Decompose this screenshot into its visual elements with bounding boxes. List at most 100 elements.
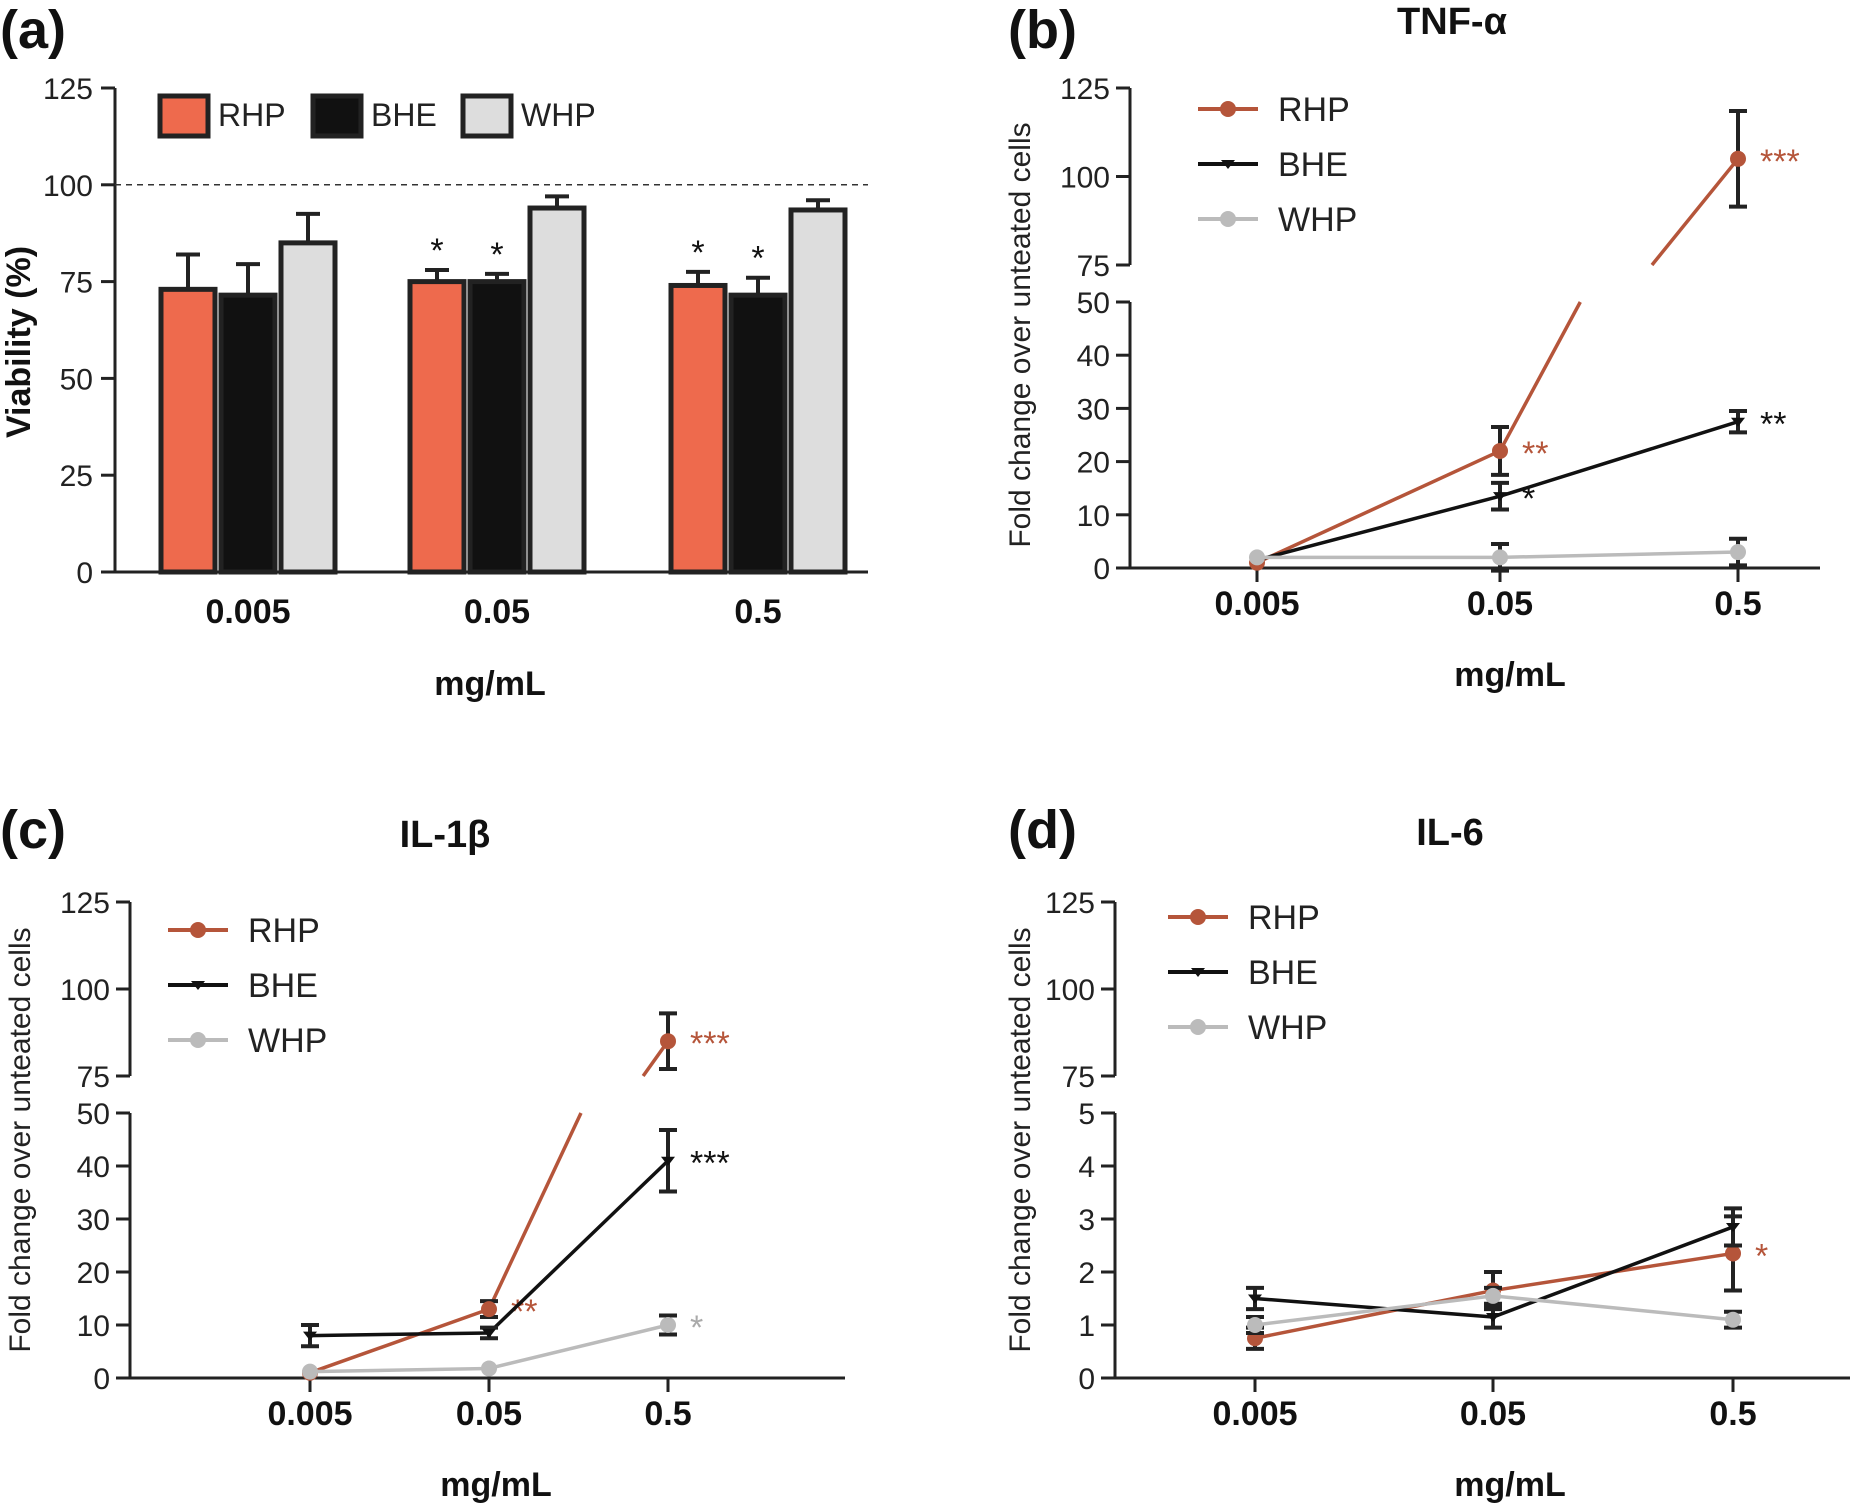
- significance-mark: *: [1522, 480, 1535, 518]
- panel-b: (b) TNF-α 0 10 20 30 40 50 75 100 125 0.005 0.05 0.5 m…: [1004, 0, 1820, 694]
- significance-mark: *: [690, 1309, 703, 1347]
- y-tick-label: 50: [1077, 287, 1110, 320]
- legend-label: RHP: [1248, 899, 1320, 937]
- series-line: [488, 1323, 669, 1371]
- y-tick-label: 30: [77, 1204, 110, 1237]
- x-tick-label: 0.5: [1714, 585, 1761, 623]
- bar: [467, 279, 527, 575]
- legend-marker: [1190, 909, 1206, 925]
- legend-label: BHE: [371, 97, 437, 133]
- y-tick-label: 2: [1078, 1257, 1095, 1290]
- y-tick-label: 75: [77, 1061, 110, 1094]
- x-axis-label: mg/mL: [1454, 656, 1565, 694]
- y-tick-label: 20: [1077, 447, 1110, 480]
- data-point: [1492, 442, 1508, 459]
- panel-label: (a): [0, 0, 66, 60]
- series-line: [309, 1366, 490, 1374]
- series-line: [1254, 1294, 1494, 1327]
- data-point: [1247, 1317, 1263, 1333]
- y-tick-label: 100: [1045, 974, 1095, 1007]
- legend-label: BHE: [1278, 146, 1348, 184]
- x-axis-label: mg/mL: [1454, 1466, 1565, 1504]
- legend-label: WHP: [521, 97, 596, 133]
- legend-label: BHE: [248, 967, 318, 1005]
- x-tick-label: 0.05: [1467, 585, 1533, 623]
- x-tick-label: 0.5: [1709, 1395, 1756, 1433]
- series-line: [309, 1307, 490, 1375]
- panel-label: (d): [1008, 800, 1077, 860]
- data-point: [1249, 549, 1265, 566]
- x-tick-label: 0.005: [205, 593, 290, 631]
- x-tick-label: 0.05: [464, 593, 530, 631]
- data-point: [1486, 1313, 1500, 1323]
- bar: [668, 282, 728, 575]
- significance-mark: *: [490, 236, 503, 274]
- series-line: [1499, 420, 1739, 498]
- legend-marker: [1220, 211, 1236, 227]
- data-point: [1730, 150, 1746, 167]
- series-line: [1498, 301, 1582, 452]
- data-point: [1725, 1245, 1741, 1262]
- y-tick-label: 0: [76, 557, 93, 590]
- legend-marker: [191, 981, 205, 990]
- legend-swatch: [460, 93, 514, 139]
- legend-swatch: [157, 93, 211, 139]
- y-tick-label: 0: [1093, 553, 1110, 586]
- y-tick-label: 25: [60, 460, 93, 493]
- y-tick-label: 75: [1077, 250, 1110, 283]
- y-tick-label: 40: [1077, 340, 1110, 373]
- x-tick-label: 0.005: [1212, 1395, 1297, 1433]
- y-axis-label: Fold change over unteated cells: [4, 927, 37, 1352]
- panel-label: (b): [1008, 0, 1077, 60]
- panel-c: (c) IL-1β 0 10 20 30 40 50 75 100 125 0.005 0.05 0.5 m…: [0, 800, 845, 1504]
- y-tick-label: 10: [1077, 500, 1110, 533]
- y-tick-label: 0: [93, 1363, 110, 1396]
- legend-marker: [190, 922, 206, 938]
- bar: [218, 292, 278, 575]
- y-tick-label: 75: [60, 267, 93, 300]
- significance-mark: *: [751, 240, 764, 278]
- series-line: [1256, 449, 1501, 565]
- y-axis-label: Fold change over unteated cells: [1004, 927, 1037, 1352]
- bar: [278, 240, 338, 575]
- x-axis-label: mg/mL: [440, 1466, 551, 1504]
- legend-marker: [1191, 968, 1205, 977]
- legend-label: RHP: [1278, 91, 1350, 129]
- legend-label: RHP: [248, 912, 320, 950]
- data-point: [482, 1328, 496, 1338]
- y-axis-label: Fold change over unteated cells: [1004, 122, 1037, 547]
- y-tick-label: 125: [43, 73, 93, 106]
- data-point: [303, 1331, 317, 1341]
- bar: [728, 292, 788, 575]
- x-tick-label: 0.5: [644, 1395, 691, 1433]
- data-point: [660, 1033, 676, 1050]
- significance-mark: *: [691, 234, 704, 272]
- data-point: [661, 1156, 675, 1166]
- y-tick-label: 5: [1078, 1098, 1095, 1131]
- y-tick-label: 50: [60, 363, 93, 396]
- series-line: [1499, 550, 1739, 560]
- data-point: [1731, 417, 1745, 427]
- significance-mark: *: [1755, 1237, 1768, 1275]
- series-line: [487, 1159, 670, 1335]
- y-tick-label: 125: [60, 887, 110, 920]
- bar: [527, 205, 587, 575]
- series-line: [1256, 494, 1501, 562]
- legend-label: RHP: [218, 97, 286, 133]
- y-tick-label: 30: [1077, 393, 1110, 426]
- y-tick-label: 4: [1078, 1151, 1095, 1184]
- bar: [158, 286, 218, 575]
- y-tick-label: 125: [1060, 73, 1110, 106]
- y-tick-label: 10: [77, 1310, 110, 1343]
- data-point: [1730, 544, 1746, 561]
- y-tick-label: 100: [60, 974, 110, 1007]
- data-point: [1492, 549, 1508, 566]
- chart-title: IL-6: [1416, 812, 1484, 854]
- data-point: [1493, 492, 1507, 502]
- data-point: [1248, 1294, 1262, 1304]
- legend-swatch: [310, 93, 364, 139]
- significance-mark: ***: [690, 1025, 730, 1063]
- y-tick-label: 75: [1062, 1061, 1095, 1094]
- x-tick-label: 0.005: [267, 1395, 352, 1433]
